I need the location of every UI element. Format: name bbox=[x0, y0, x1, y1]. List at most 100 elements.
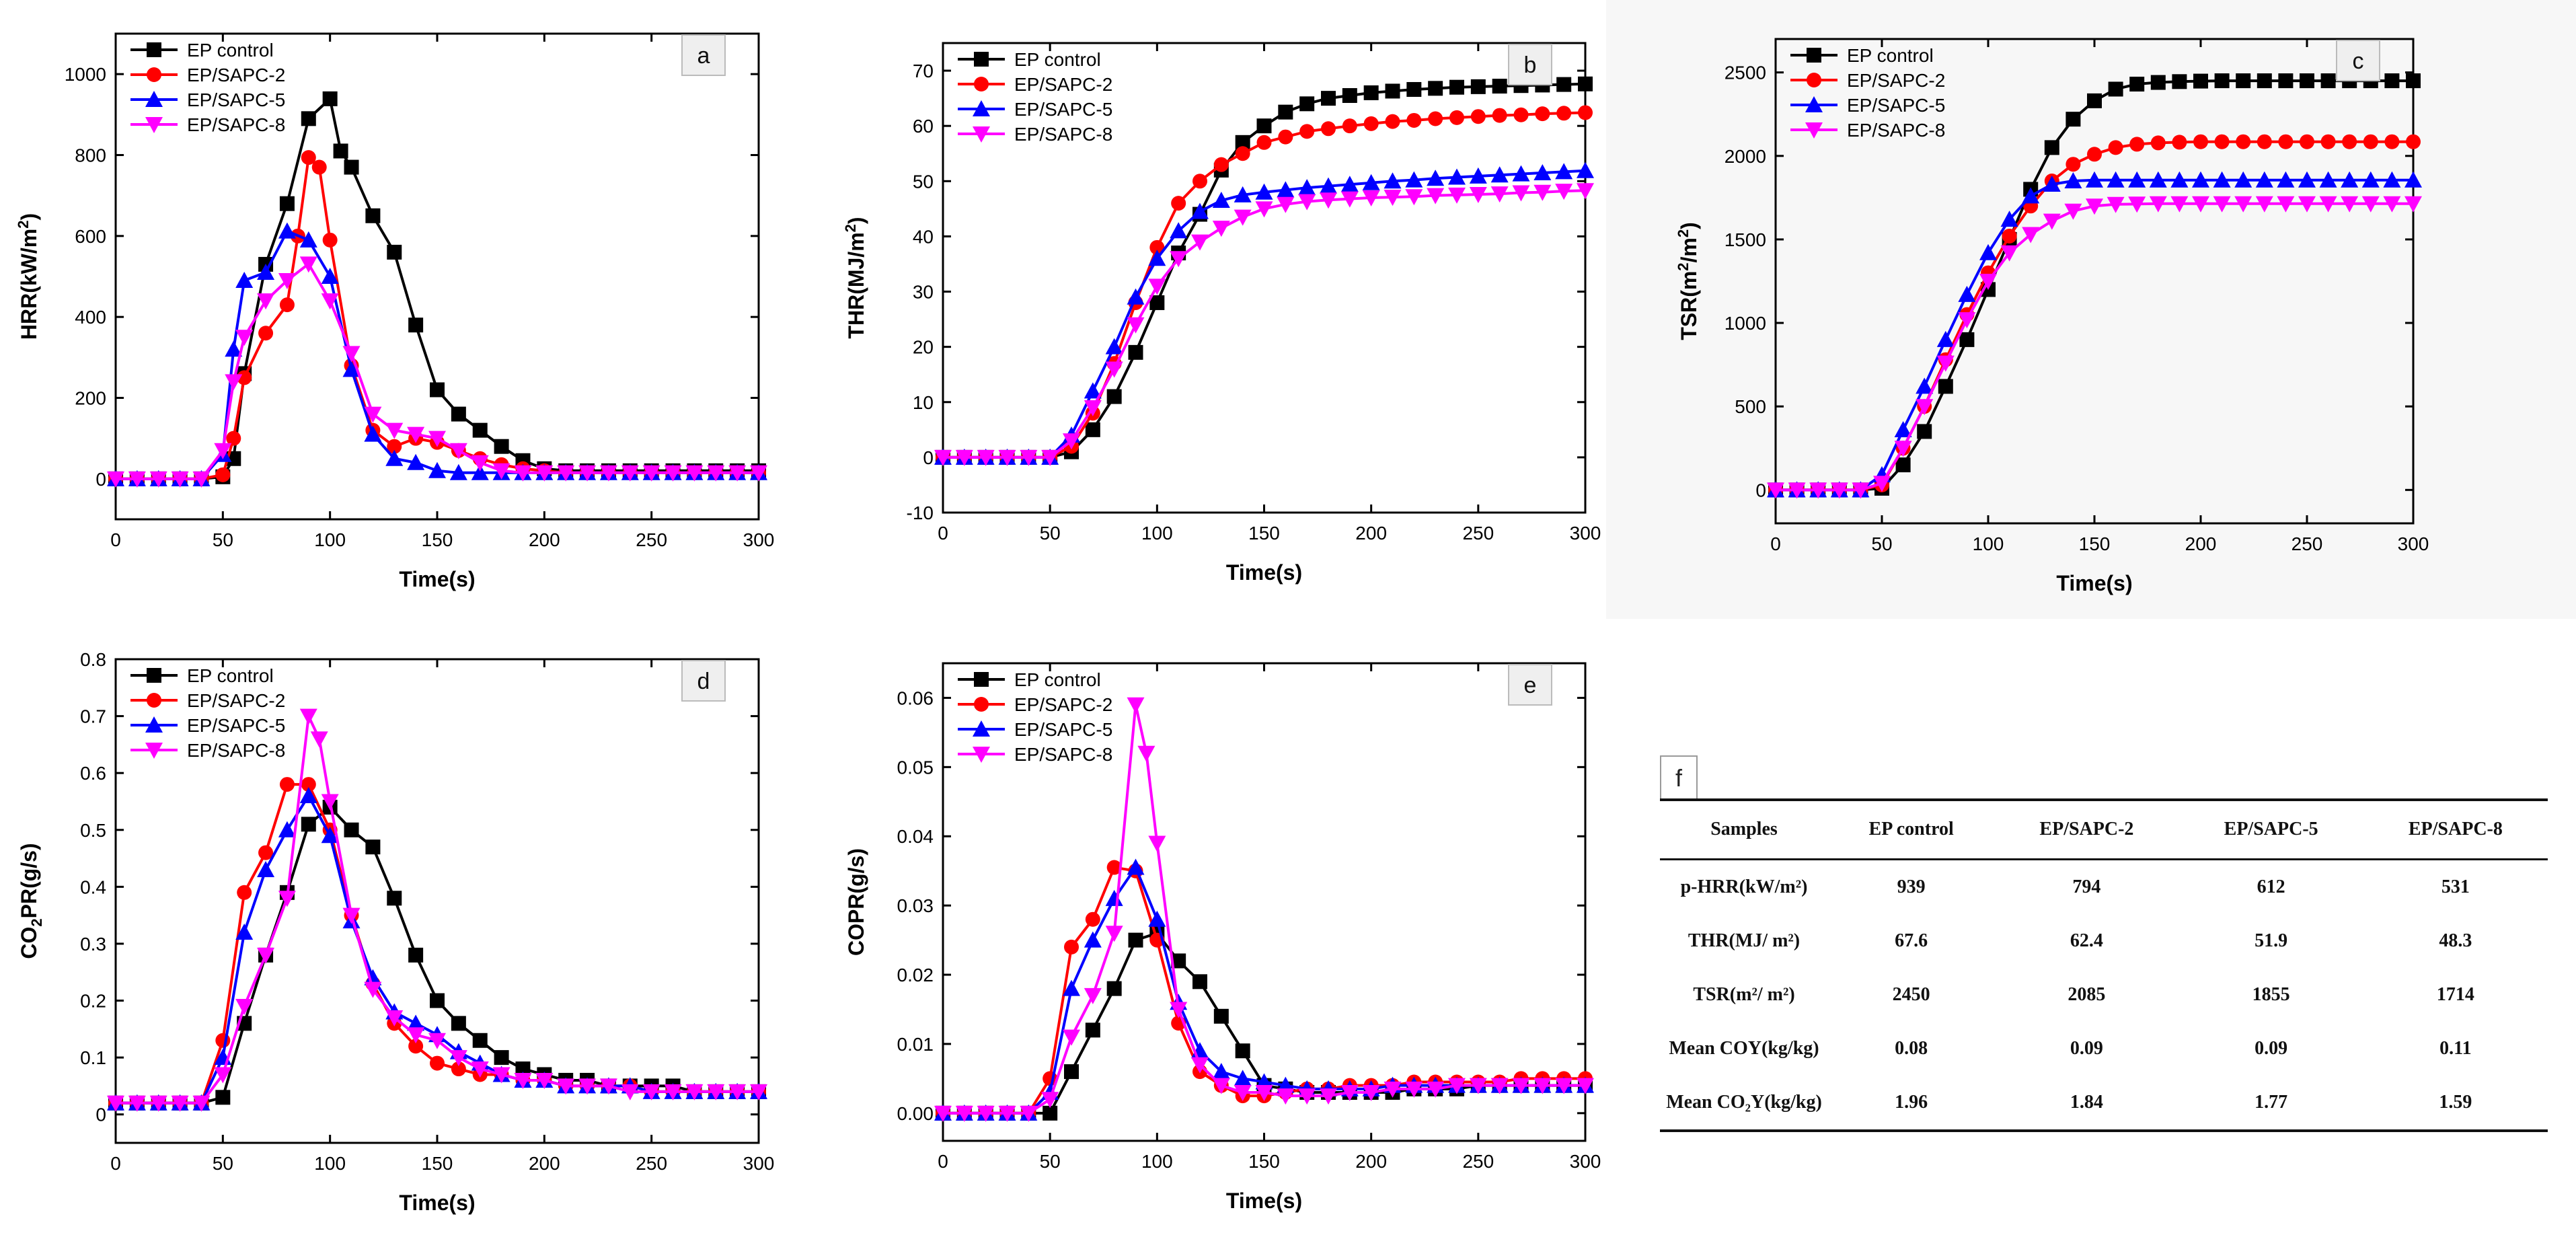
y-tick-label: -10 bbox=[907, 502, 934, 523]
triangle-down-marker bbox=[1020, 449, 1038, 466]
triangle-down-marker bbox=[1234, 1084, 1252, 1101]
triangle-down-marker bbox=[299, 256, 317, 273]
triangle-down-marker bbox=[728, 1084, 747, 1100]
x-tick-label: 50 bbox=[213, 1153, 233, 1174]
y-axis-label-part: 2 bbox=[15, 221, 32, 229]
triangle-down-marker bbox=[1533, 1078, 1552, 1094]
triangle-down-marker bbox=[1852, 482, 1870, 499]
circle-marker bbox=[1085, 911, 1100, 927]
triangle-up-marker bbox=[2192, 171, 2209, 188]
triangle-down-marker bbox=[257, 293, 275, 310]
table-cell: 2450 bbox=[1892, 983, 1930, 1005]
triangle-down-marker bbox=[310, 731, 328, 748]
circle-marker bbox=[1428, 111, 1443, 126]
square-marker bbox=[2129, 77, 2145, 92]
square-marker bbox=[1043, 1105, 1058, 1121]
series-line bbox=[943, 703, 1585, 1115]
square-marker bbox=[2300, 73, 2314, 89]
square-marker bbox=[2214, 73, 2230, 89]
circle-marker bbox=[387, 439, 402, 454]
y-tick-label: 0.5 bbox=[80, 820, 106, 841]
triangle-down-marker bbox=[407, 1027, 425, 1044]
y-axis-label-part: THR(MJ/m bbox=[844, 232, 868, 338]
square-marker bbox=[2236, 73, 2251, 89]
circle-marker bbox=[430, 1055, 445, 1071]
legend-label: EP control bbox=[187, 665, 274, 686]
square-marker bbox=[2087, 93, 2102, 108]
triangle-up-marker bbox=[2404, 171, 2422, 188]
triangle-up-marker bbox=[1063, 979, 1080, 996]
triangle-up-marker bbox=[299, 787, 317, 804]
table-row: Mean CO₂Y(kg/kg) 1.96 1.84 1.77 1.59 bbox=[1660, 1075, 2548, 1132]
y-axis-label-part: ) bbox=[1677, 222, 1701, 229]
legend-label: EP/SAPC-8 bbox=[187, 740, 285, 761]
series-line bbox=[116, 156, 759, 480]
circle-marker bbox=[226, 431, 241, 446]
triangle-down-marker bbox=[2107, 196, 2125, 213]
triangle-up-marker bbox=[1212, 192, 1230, 209]
triangle-down-marker bbox=[364, 981, 382, 998]
circle-marker bbox=[2214, 134, 2230, 149]
square-marker bbox=[1256, 118, 1272, 134]
triangle-up-marker bbox=[1255, 183, 1273, 200]
triangle-up-marker bbox=[2086, 171, 2103, 188]
x-tick-label: 0 bbox=[938, 1151, 948, 1172]
triangle-down-marker bbox=[535, 1072, 554, 1089]
square-marker bbox=[2320, 73, 2336, 89]
triangle-up-marker bbox=[1936, 330, 1955, 347]
triangle-up-marker bbox=[2341, 171, 2359, 188]
triangle-down-marker bbox=[599, 1078, 617, 1095]
square-marker bbox=[974, 672, 989, 687]
y-tick-label: 0.3 bbox=[80, 934, 106, 955]
y-tick-label: 0.01 bbox=[897, 1034, 934, 1055]
triangle-down-marker bbox=[973, 126, 990, 143]
triangle-down-marker bbox=[492, 463, 510, 480]
circle-marker bbox=[1106, 860, 1122, 875]
x-tick-label: 50 bbox=[1871, 533, 1892, 554]
panel-label: e bbox=[1524, 673, 1537, 698]
circle-marker bbox=[1807, 73, 1821, 87]
triangle-up-marker bbox=[407, 1014, 425, 1031]
circle-marker bbox=[1235, 146, 1250, 161]
triangle-down-marker bbox=[149, 1095, 167, 1112]
square-marker bbox=[1085, 422, 1100, 437]
square-marker bbox=[2193, 73, 2208, 89]
series-ep-sapc-2 bbox=[108, 777, 766, 1111]
triangle-down-marker bbox=[1063, 433, 1080, 450]
square-marker bbox=[1278, 104, 1293, 120]
triangle-up-marker bbox=[257, 860, 275, 877]
y-axis-label-part: 2 bbox=[842, 224, 859, 232]
triangle-down-marker bbox=[955, 1105, 973, 1122]
x-axis-label: Time(s) bbox=[399, 1191, 475, 1215]
circle-marker bbox=[301, 150, 316, 165]
square-marker bbox=[451, 406, 466, 422]
x-tick-label: 100 bbox=[314, 529, 346, 550]
legend-label: EP/SAPC-5 bbox=[187, 715, 285, 736]
triangle-down-marker bbox=[955, 449, 973, 466]
chart-panel-d: 0 50 100 150 200 250 300 0 0.1 0.2 0.3 0.4 0.5 0.6 0.7… bbox=[17, 649, 774, 1215]
x-tick-label: 200 bbox=[529, 529, 560, 550]
panel-label-box bbox=[681, 34, 726, 76]
circle-marker bbox=[2300, 134, 2314, 149]
y-axis-label-part: TSR(m bbox=[1677, 271, 1701, 340]
triangle-down-marker bbox=[2149, 196, 2167, 213]
square-marker bbox=[1106, 389, 1122, 404]
x-tick-label: 100 bbox=[1973, 533, 2004, 554]
y-tick-label: 0.2 bbox=[80, 991, 106, 1012]
square-marker bbox=[2406, 73, 2421, 89]
triangle-down-marker bbox=[557, 465, 575, 482]
y-tick-label: 0.4 bbox=[80, 876, 106, 897]
x-tick-label: 50 bbox=[1040, 523, 1061, 544]
y-tick-label: 1500 bbox=[1725, 229, 1766, 250]
y-axis-label: CO2PR(g/s) bbox=[17, 843, 45, 959]
square-marker bbox=[1807, 48, 1821, 63]
circle-marker bbox=[974, 77, 989, 91]
triangle-down-marker bbox=[514, 465, 532, 482]
circle-marker bbox=[258, 845, 274, 860]
triangle-down-marker bbox=[1469, 1078, 1487, 1094]
triangle-down-marker bbox=[1830, 482, 1848, 499]
triangle-up-marker bbox=[385, 449, 404, 466]
circle-marker bbox=[1385, 114, 1400, 129]
triangle-down-marker bbox=[1105, 361, 1123, 378]
